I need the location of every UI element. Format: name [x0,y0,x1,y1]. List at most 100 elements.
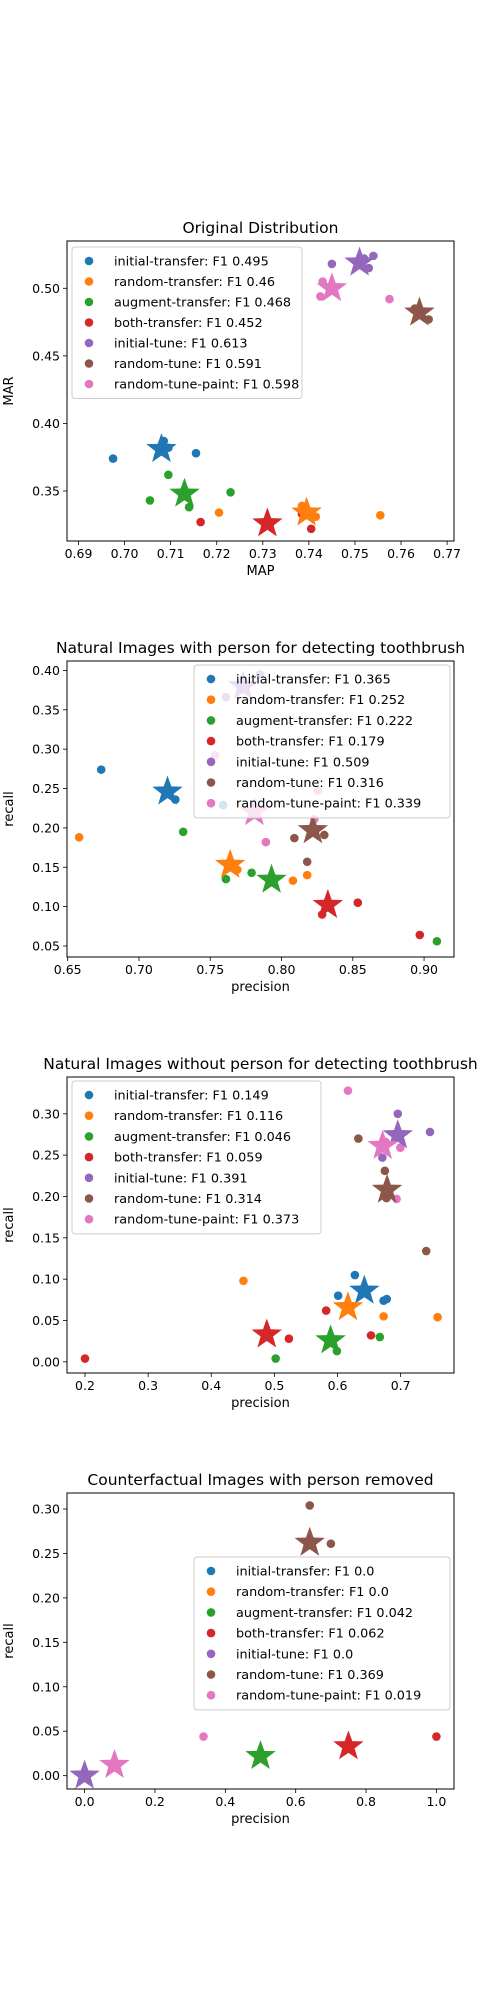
y-tick-label: 0.15 [32,1635,60,1650]
legend-label-random-transfer: random-transfer: F1 0.116 [114,1109,283,1124]
legend-marker-random-tune-paint [84,1214,94,1224]
star-random-tune [404,296,435,326]
chart-panel-3: Natural Images without person for detect… [2,1055,478,1411]
point-both-transfer [415,930,425,940]
legend-label-random-tune-paint: random-tune-paint: F1 0.339 [236,797,421,812]
y-tick-label: 0.25 [32,1148,60,1163]
legend-label-augment-transfer: augment-transfer: F1 0.042 [236,1606,413,1621]
legend-label-random-transfer: random-transfer: F1 0.46 [114,275,275,290]
star-both-transfer [333,1730,364,1760]
legend-box [193,664,451,819]
x-tick-label: 0.80 [268,962,296,977]
y-tick-label: 0.40 [32,416,60,431]
legend-label-random-tune-paint: random-tune-paint: F1 0.019 [236,1689,421,1704]
star-initial-tune [344,246,375,276]
point-random-tune-paint [261,837,271,847]
legend-marker-initial-tune [206,1649,216,1659]
point-both-transfer [196,517,205,527]
star-initial-tune [69,1759,100,1789]
star-random-tune [294,1526,325,1556]
plot-frame [66,660,455,958]
point-random-tune [421,1246,431,1256]
y-tick-label: 0.20 [32,1189,60,1204]
point-random-tune [302,857,312,867]
y-tick-label: 0.35 [32,702,60,717]
y-tick-label: 0.30 [32,742,60,757]
legend-marker-augment-transfer [206,1608,216,1617]
point-random-transfer [433,1312,442,1322]
point-augment-transfer [247,868,256,878]
chart-title: Natural Images without person for detect… [43,1055,478,1073]
legend-label-random-tune-paint: random-tune-paint: F1 0.373 [114,1213,299,1228]
point-both-transfer [80,1354,90,1363]
legend-label-random-transfer: random-transfer: F1 0.252 [236,693,405,708]
x-tick-label: 0.6 [328,1378,348,1393]
x-tick-label: 0.2 [75,1378,95,1393]
x-tick-label: 0.69 [65,546,93,561]
legend-marker-both-transfer [206,736,216,746]
chart-panel-2: Natural Images with person for detecting… [2,639,465,995]
y-tick-label: 0.20 [32,820,60,835]
legend-label-random-tune: random-tune: F1 0.316 [236,776,384,791]
legend-marker-random-tune [84,1194,94,1203]
legend-label-random-transfer: random-transfer: F1 0.0 [236,1585,389,1600]
x-tick-label: 0.70 [111,546,139,561]
legend-marker-initial-tune [84,1173,94,1183]
y-tick-label: 0.05 [32,938,60,953]
legend-label-initial-transfer: initial-transfer: F1 0.0 [236,1565,374,1580]
x-tick-label: 0.75 [196,962,224,977]
star-random-tune-paint [367,1130,398,1159]
legend-marker-random-transfer [84,1111,94,1120]
point-random-tune-paint [385,294,394,304]
point-random-tune [326,1539,336,1548]
y-tick-label: 0.10 [32,1679,60,1694]
data-layer [108,246,435,537]
legend: initial-transfer: F1 0.365 random-transfe… [193,664,451,819]
star-random-transfer [332,1291,364,1321]
point-random-tune-paint [316,292,325,301]
legend-marker-random-transfer [84,277,94,286]
x-tick-label: 0.90 [410,962,438,977]
y-axis-label: recall [2,791,17,826]
legend-label-initial-tune: initial-tune: F1 0.613 [114,337,248,352]
y-tick-label: 0.00 [32,1768,60,1783]
point-random-tune-paint [396,1143,405,1152]
data-layer [80,1086,442,1363]
legend: initial-transfer: F1 0.149 random-transfe… [71,1080,322,1235]
x-tick-label: 0.6 [286,1794,306,1809]
data-layer [69,1501,441,1789]
x-tick-label: 0.8 [356,1794,376,1809]
x-tick-label: 0.5 [264,1378,284,1393]
legend-label-random-tune: random-tune: F1 0.369 [236,1668,384,1683]
star-random-tune [371,1173,403,1203]
x-tick-label: 0.2 [145,1794,165,1809]
star-augment-transfer [169,477,200,507]
point-random-tune-paint [199,1732,208,1741]
star-initial-transfer [152,775,183,805]
point-augment-transfer [145,496,155,505]
x-tick-label: 0.65 [54,962,82,977]
legend-marker-initial-transfer [206,674,216,684]
point-random-tune [319,830,329,840]
y-tick-label: 0.10 [32,1272,60,1287]
y-tick-label: 0.45 [32,348,60,363]
point-random-tune [305,1501,315,1510]
star-augment-transfer [256,863,287,893]
y-tick-label: 0.35 [32,484,60,499]
legend-label-initial-tune: initial-tune: F1 0.509 [236,755,370,770]
x-tick-label: 0.76 [387,546,415,561]
star-random-transfer [291,496,322,526]
point-initial-tune [327,259,337,269]
legend-label-both-transfer: both-transfer: F1 0.179 [236,735,385,750]
x-axis-label: precision [231,980,290,995]
point-both-transfer [353,898,363,907]
legend-marker-random-tune [84,359,94,368]
point-random-transfer [74,833,84,842]
legend-marker-random-transfer [206,1587,216,1596]
point-augment-transfer [226,488,235,497]
star-random-tune [297,814,329,844]
y-tick-label: 0.25 [32,1546,60,1561]
legend-label-augment-transfer: augment-transfer: F1 0.222 [236,714,413,729]
legend-label-initial-tune: initial-tune: F1 0.0 [236,1647,353,1662]
